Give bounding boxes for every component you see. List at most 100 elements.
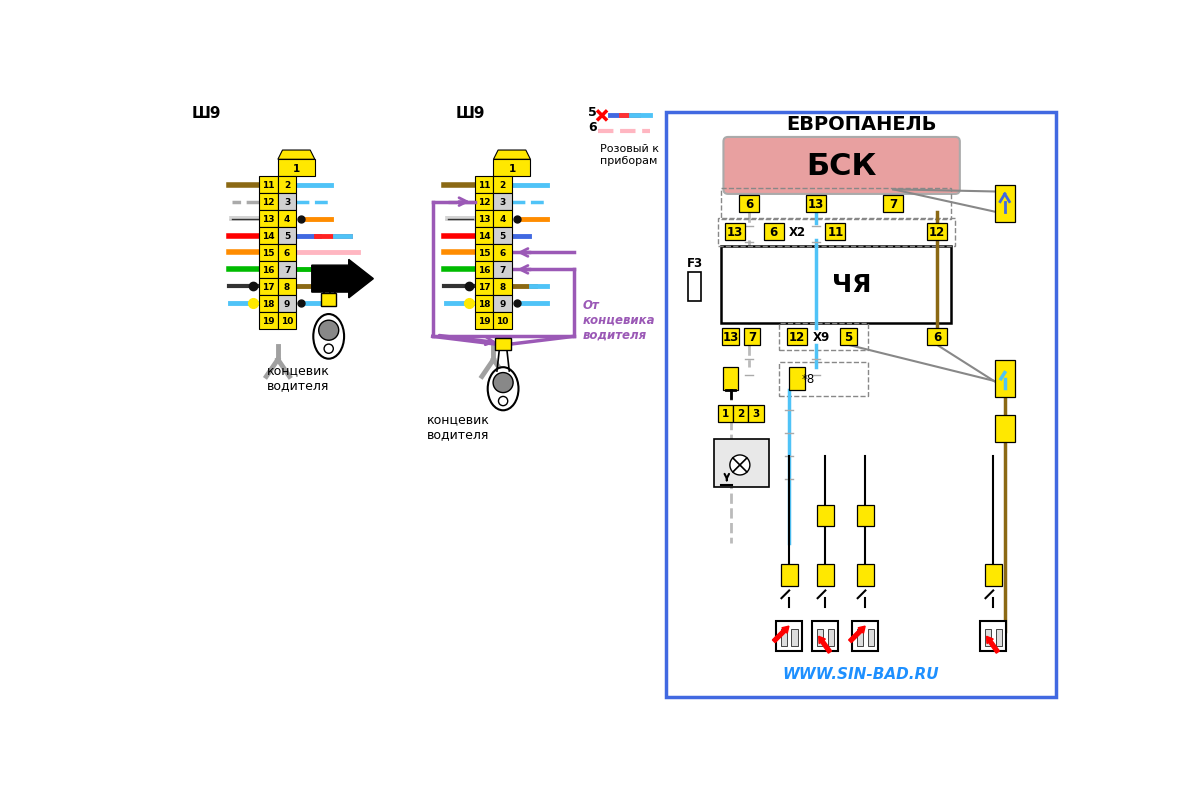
- FancyBboxPatch shape: [493, 160, 530, 177]
- Text: 3: 3: [499, 198, 505, 207]
- FancyBboxPatch shape: [474, 228, 493, 245]
- Text: 18: 18: [478, 299, 491, 309]
- FancyBboxPatch shape: [717, 405, 732, 423]
- FancyBboxPatch shape: [828, 630, 833, 646]
- Text: *8: *8: [801, 373, 814, 386]
- Text: 13: 13: [809, 197, 824, 210]
- FancyBboxPatch shape: [868, 630, 874, 646]
- FancyBboxPatch shape: [825, 224, 845, 241]
- FancyBboxPatch shape: [984, 565, 1001, 586]
- Text: 10: 10: [281, 316, 294, 326]
- Text: 11: 11: [478, 181, 491, 190]
- FancyBboxPatch shape: [259, 245, 278, 261]
- FancyBboxPatch shape: [493, 177, 512, 194]
- FancyBboxPatch shape: [776, 622, 803, 650]
- Ellipse shape: [487, 367, 518, 411]
- Ellipse shape: [730, 456, 750, 476]
- FancyBboxPatch shape: [723, 138, 960, 195]
- Ellipse shape: [319, 321, 339, 341]
- Text: 6: 6: [284, 249, 290, 257]
- Text: 7: 7: [748, 330, 756, 343]
- Text: БСК: БСК: [806, 152, 876, 180]
- FancyArrow shape: [773, 626, 788, 643]
- Polygon shape: [278, 151, 315, 160]
- FancyBboxPatch shape: [883, 196, 904, 213]
- Text: 12: 12: [263, 198, 275, 207]
- FancyBboxPatch shape: [857, 505, 874, 527]
- FancyBboxPatch shape: [725, 224, 746, 241]
- Text: 7: 7: [284, 265, 290, 274]
- FancyBboxPatch shape: [740, 196, 759, 213]
- FancyBboxPatch shape: [493, 245, 512, 261]
- FancyBboxPatch shape: [839, 329, 857, 346]
- Text: 6: 6: [769, 226, 778, 239]
- Text: 9: 9: [499, 299, 505, 309]
- FancyBboxPatch shape: [474, 211, 493, 228]
- Text: От
концевика
водителя: От концевика водителя: [583, 298, 655, 342]
- FancyBboxPatch shape: [722, 329, 740, 346]
- FancyBboxPatch shape: [493, 295, 512, 312]
- FancyBboxPatch shape: [278, 177, 296, 194]
- FancyBboxPatch shape: [259, 194, 278, 211]
- Text: 7: 7: [889, 197, 898, 210]
- FancyBboxPatch shape: [278, 312, 296, 330]
- FancyBboxPatch shape: [984, 630, 990, 646]
- FancyBboxPatch shape: [748, 405, 763, 423]
- Text: 8: 8: [499, 282, 505, 291]
- FancyArrow shape: [849, 626, 866, 643]
- FancyBboxPatch shape: [781, 630, 787, 646]
- Text: 15: 15: [478, 249, 491, 257]
- FancyArrow shape: [819, 637, 831, 654]
- FancyBboxPatch shape: [474, 312, 493, 330]
- FancyBboxPatch shape: [259, 211, 278, 228]
- FancyBboxPatch shape: [812, 622, 838, 650]
- Text: 12: 12: [929, 226, 945, 239]
- Text: 1: 1: [722, 409, 729, 419]
- Text: X2: X2: [788, 226, 805, 239]
- FancyBboxPatch shape: [259, 295, 278, 312]
- Text: ЧЯ: ЧЯ: [832, 273, 872, 297]
- FancyBboxPatch shape: [259, 312, 278, 330]
- Text: 4: 4: [284, 215, 290, 224]
- Text: 5: 5: [844, 330, 853, 343]
- FancyBboxPatch shape: [666, 112, 1056, 697]
- Text: 6: 6: [746, 197, 754, 210]
- FancyBboxPatch shape: [474, 261, 493, 278]
- FancyBboxPatch shape: [995, 415, 1014, 443]
- Text: 5: 5: [284, 232, 290, 241]
- FancyBboxPatch shape: [732, 405, 748, 423]
- Text: 13: 13: [723, 330, 738, 343]
- FancyBboxPatch shape: [722, 246, 951, 323]
- FancyBboxPatch shape: [496, 338, 511, 350]
- FancyBboxPatch shape: [995, 630, 1001, 646]
- Polygon shape: [312, 260, 373, 298]
- FancyBboxPatch shape: [857, 630, 863, 646]
- FancyBboxPatch shape: [781, 565, 798, 586]
- FancyBboxPatch shape: [278, 228, 296, 245]
- Text: 18: 18: [263, 299, 275, 309]
- FancyBboxPatch shape: [493, 194, 512, 211]
- Text: 2: 2: [499, 181, 505, 190]
- Ellipse shape: [498, 397, 508, 406]
- FancyBboxPatch shape: [278, 160, 315, 177]
- FancyBboxPatch shape: [474, 194, 493, 211]
- Text: 7: 7: [499, 265, 505, 274]
- Text: 2: 2: [284, 181, 290, 190]
- Text: 14: 14: [263, 232, 275, 241]
- Text: 17: 17: [478, 282, 491, 291]
- FancyBboxPatch shape: [723, 367, 738, 391]
- FancyBboxPatch shape: [278, 245, 296, 261]
- Text: 5: 5: [589, 106, 597, 119]
- FancyBboxPatch shape: [995, 185, 1014, 222]
- Text: Ш9: Ш9: [455, 106, 485, 121]
- FancyBboxPatch shape: [259, 261, 278, 278]
- Text: 19: 19: [263, 316, 275, 326]
- Text: 16: 16: [263, 265, 275, 274]
- Text: 16: 16: [478, 265, 491, 274]
- Text: Ш9: Ш9: [191, 106, 221, 121]
- Text: 8: 8: [284, 282, 290, 291]
- FancyBboxPatch shape: [787, 329, 807, 346]
- Ellipse shape: [325, 345, 333, 354]
- Text: 5: 5: [499, 232, 505, 241]
- FancyBboxPatch shape: [259, 177, 278, 194]
